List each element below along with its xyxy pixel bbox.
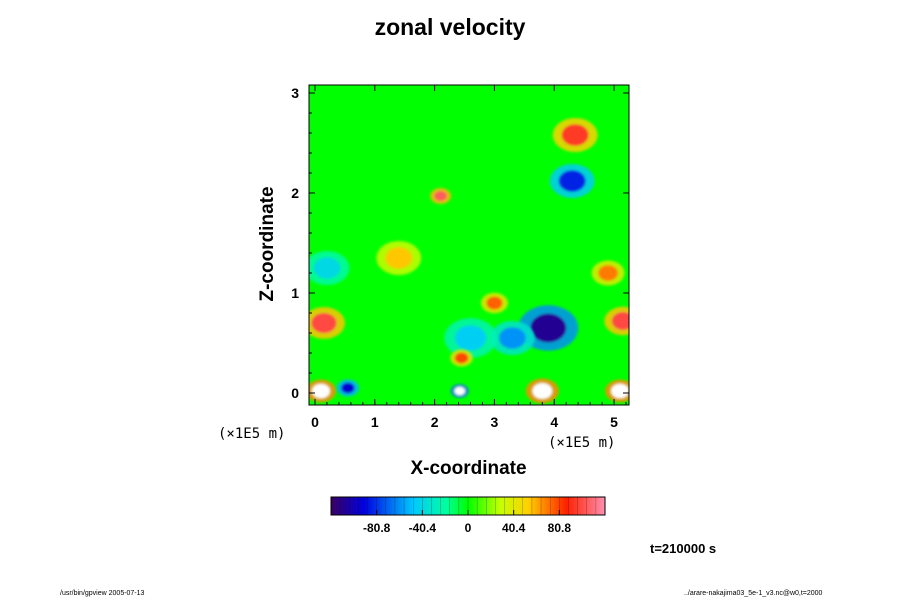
x-tick-label: 1: [371, 414, 379, 430]
velocity-feature: [430, 188, 452, 204]
velocity-feature: [604, 306, 629, 336]
velocity-feature: [450, 349, 473, 367]
time-label: t=210000 s: [650, 541, 717, 556]
y-unit-label: (×1E5 m): [218, 426, 286, 442]
velocity-feature: [309, 250, 350, 286]
velocity-feature: [309, 379, 336, 403]
colorbar-tick-label: -80.8: [363, 521, 391, 535]
velocity-feature: [450, 384, 469, 398]
x-tick-label: 4: [550, 414, 558, 430]
velocity-feature: [444, 318, 497, 358]
velocity-feature: [591, 260, 625, 286]
y-tick-label: 2: [291, 185, 299, 201]
velocity-feature: [336, 379, 360, 397]
velocity-feature: [480, 292, 508, 314]
velocity-feature: [489, 320, 535, 356]
y-tick-label: 1: [291, 285, 299, 301]
y-tick-label: 0: [291, 385, 299, 401]
axis-ticks: 0 1 2 3 4 5 0 1 2 3: [291, 85, 629, 430]
velocity-feature: [376, 240, 422, 276]
x-tick-label: 0: [311, 414, 319, 430]
footer-left: /usr/bin/gpview 2005-07-13: [60, 590, 145, 597]
velocity-field: [309, 85, 629, 405]
x-axis-label: X-coordinate: [410, 458, 527, 479]
velocity-feature: [552, 117, 598, 153]
velocity-feature: [549, 163, 595, 199]
x-tick-label: 5: [610, 414, 618, 430]
x-tick-label: 2: [431, 414, 439, 430]
x-tick-label: 3: [491, 414, 499, 430]
colorbar-tick-label: 80.8: [548, 521, 572, 535]
chart-title: zonal velocity: [374, 14, 526, 40]
footer-right: ../arare-nakajima03_5e-1_v3.nc@w0,t=2000: [684, 590, 823, 597]
velocity-feature: [525, 378, 559, 404]
velocity-feature: [309, 307, 345, 339]
colorbar-tick-label: -40.4: [409, 521, 437, 535]
y-tick-label: 3: [291, 85, 299, 101]
velocity-feature: [605, 379, 629, 403]
plot-frame: [308, 84, 630, 406]
colorbar-tick-label: 40.4: [502, 521, 526, 535]
y-axis-label: Z-coordinate: [257, 186, 278, 302]
colorbar: -80.8 -40.4 0 40.4 80.8: [330, 496, 606, 535]
x-unit-label: (×1E5 m): [548, 435, 616, 451]
colorbar-tick-label: 0: [465, 521, 472, 535]
